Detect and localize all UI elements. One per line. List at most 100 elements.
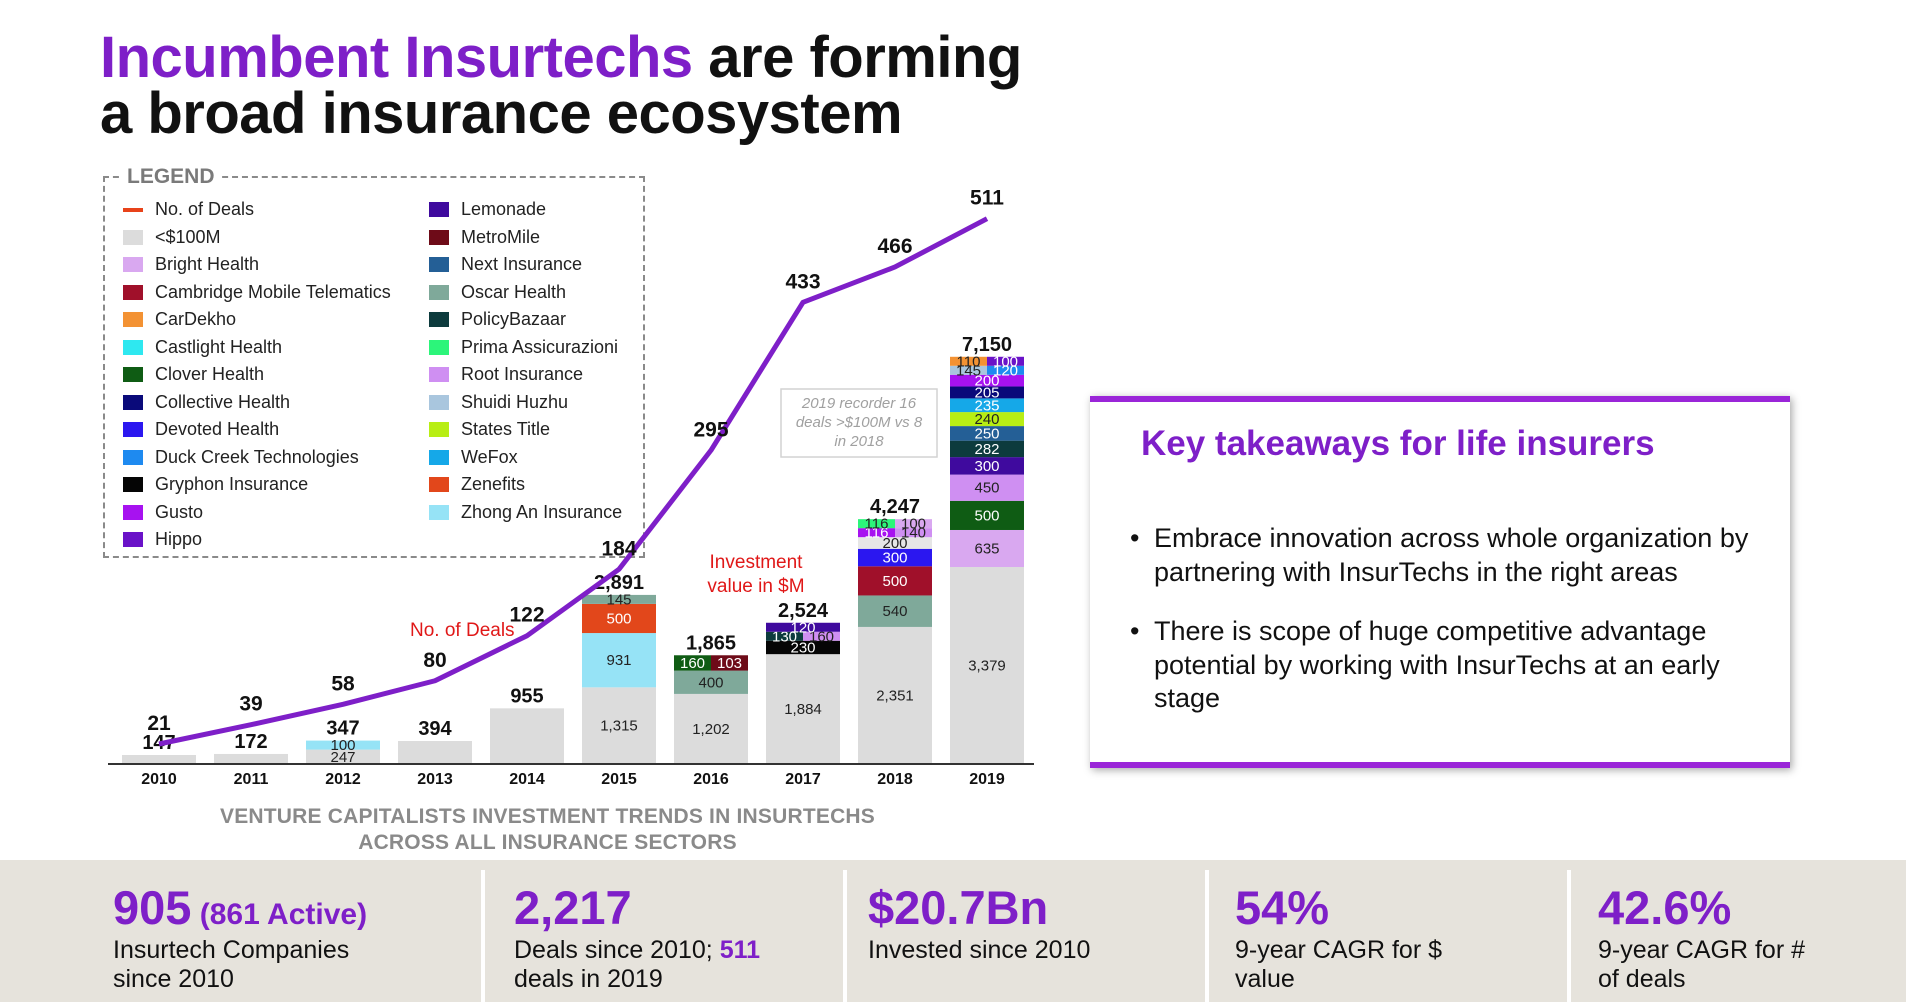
- bar-segment: [950, 426, 1024, 441]
- bar-segment-label: 500: [882, 573, 907, 590]
- bar-segment-label: 282: [974, 441, 999, 458]
- legend-label: PolicyBazaar: [461, 309, 567, 330]
- legend-label: Hippo: [155, 529, 203, 550]
- takeaways-list: Embrace innovation across whole organiza…: [1130, 522, 1750, 742]
- deals-value-label: 466: [877, 235, 912, 258]
- x-tick-label: 2011: [234, 771, 269, 788]
- legend-item: Devoted Health: [123, 416, 391, 444]
- bar-segment: [766, 640, 840, 655]
- bar-segment-label: 130: [772, 628, 797, 645]
- bar-segment: [858, 626, 932, 764]
- stat-desc-tail: deals in 2019: [514, 965, 663, 993]
- legend-label: Prima Assicurazioni: [461, 336, 619, 357]
- deals-value-label: 58: [331, 672, 355, 695]
- stat-desc: 9-year CAGR for # of deals: [1598, 936, 1806, 993]
- deals-value-label: 295: [693, 418, 728, 441]
- bar-segment: [490, 708, 564, 764]
- legend-item: Shuidi Huzhu: [429, 389, 622, 417]
- bar-segment-label: 300: [882, 550, 907, 567]
- stat-desc: Invested since 2010: [868, 936, 1091, 964]
- bar-segment: [582, 603, 656, 634]
- bar-segment: [858, 519, 895, 529]
- bar-segment: [582, 687, 656, 764]
- bar-segment-label: 500: [606, 610, 631, 627]
- legend-swatch: [429, 449, 449, 465]
- legend-item: Root Insurance: [429, 361, 622, 389]
- bar-segment: [987, 356, 1024, 366]
- bar-total-label: 172: [234, 731, 267, 753]
- bar-segment-label: 247: [330, 749, 355, 766]
- title-line2: a broad insurance ecosystem: [100, 81, 903, 146]
- page-title: Incumbent Insurtechs are forming a broad…: [100, 29, 1022, 143]
- bar-segment-label: 200: [974, 373, 999, 390]
- legend-swatch: [123, 367, 143, 383]
- bar-segment-label: 540: [882, 603, 907, 620]
- deals-value-label: 184: [601, 537, 636, 560]
- legend-item: States Title: [429, 416, 622, 444]
- x-tick-label: 2013: [417, 771, 453, 788]
- bar-segment: [122, 755, 196, 764]
- bar-segment: [950, 356, 987, 366]
- bar-segment: [214, 753, 288, 764]
- x-tick-label: 2012: [325, 771, 361, 788]
- legend-swatch: [429, 504, 449, 520]
- legend-swatch: [123, 422, 143, 438]
- legend-swatch: [123, 532, 143, 548]
- stat-value: 905: [113, 881, 192, 934]
- bar-segment: [766, 631, 803, 641]
- legend-label: MetroMile: [461, 226, 541, 247]
- bar-total-label: 2,524: [778, 600, 829, 622]
- legend-swatch: [429, 202, 449, 218]
- legend-item: PolicyBazaar: [429, 306, 622, 334]
- legend-title: LEGEND: [121, 165, 221, 189]
- deals-value-label: 80: [423, 649, 446, 672]
- x-tick-label: 2014: [509, 771, 545, 788]
- x-tick-label: 2019: [969, 771, 1005, 788]
- legend-item: Collective Health: [123, 389, 391, 417]
- bar-segment: [582, 633, 656, 688]
- stat-divider: [481, 870, 485, 1002]
- bar-segment: [858, 548, 932, 567]
- legend-item: Gusto: [123, 499, 391, 527]
- legend-swatch: [123, 477, 143, 493]
- bar-total-label: 394: [418, 718, 452, 740]
- bar-segment-label: 235: [974, 397, 999, 414]
- legend-item: Hippo: [123, 526, 391, 554]
- bar-segment-label: 160: [809, 628, 834, 645]
- legend-swatch: [123, 229, 143, 245]
- bar-segment-label: 1,202: [692, 721, 730, 738]
- takeaways-title: Key takeaways for life insurers: [1141, 424, 1655, 463]
- bar-segment: [582, 594, 656, 604]
- bar-segment: [766, 654, 840, 764]
- bar-segment: [950, 398, 1024, 413]
- legend-item: Bright Health: [123, 251, 391, 279]
- legend-swatch: [429, 422, 449, 438]
- legend-column-left: No. of Deals <$100M Bright Health Cambridge…: [123, 196, 391, 554]
- legend-column-right: Lemonade MetroMile Next Insurance Oscar Hea…: [429, 196, 622, 526]
- legend-swatch: [429, 367, 449, 383]
- annotation-text: in 2018: [834, 433, 884, 450]
- x-tick-label: 2015: [601, 771, 637, 788]
- legend-item: Cambridge Mobile Telematics: [123, 279, 391, 307]
- stat-value: 54%: [1235, 881, 1330, 934]
- title-highlight: Incumbent Insurtechs: [100, 25, 693, 90]
- bar-segment-label: 160: [680, 655, 705, 672]
- takeaways-panel: Key takeaways for life insurers Embrace …: [1090, 396, 1790, 768]
- annotation-text: 2019 recorder 16: [801, 395, 917, 412]
- legend-swatch: [123, 394, 143, 410]
- legend-item: Zenefits: [429, 471, 622, 499]
- legend-label: Cambridge Mobile Telematics: [155, 281, 391, 302]
- bar-segment-label: 116: [865, 525, 889, 542]
- bar-segment-label: 120: [993, 362, 1018, 379]
- bar-total-label: 7,150: [962, 334, 1012, 356]
- bar-segment: [674, 693, 748, 764]
- bar-segment-label: 300: [974, 458, 999, 475]
- legend-item: WeFox: [429, 444, 622, 472]
- bar-segment: [858, 566, 932, 596]
- bar-segment: [950, 474, 1024, 501]
- deals-line: [158, 216, 989, 747]
- bar-segment-label: 1,884: [784, 701, 822, 718]
- legend-label: No. of Deals: [155, 199, 255, 220]
- legend-item: <$100M: [123, 224, 391, 252]
- investment-chart: 1472010172201124710034720123942013955201…: [108, 187, 1034, 788]
